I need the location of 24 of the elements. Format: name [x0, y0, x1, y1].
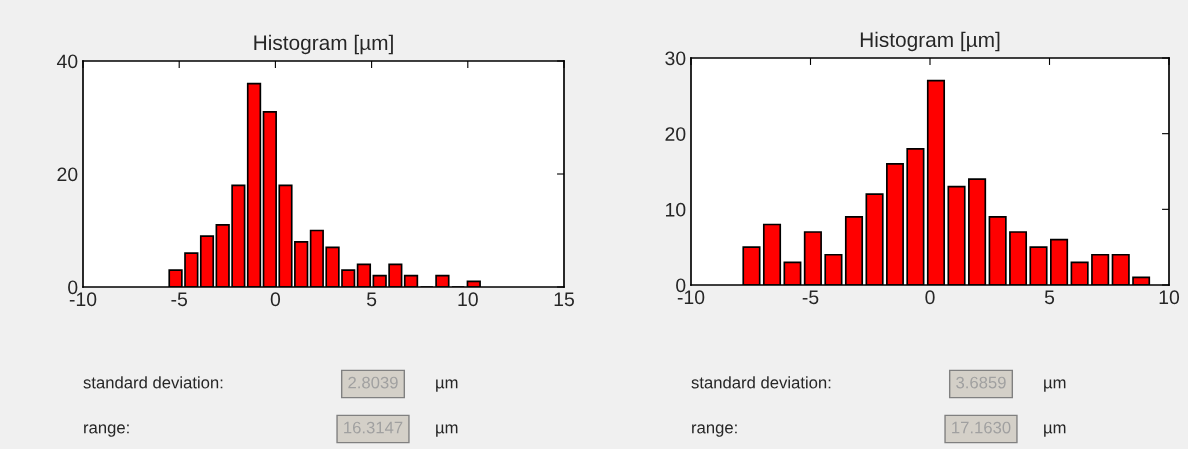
text: µm [436, 424, 458, 437]
text: µm [1044, 424, 1066, 437]
text: µm [1044, 379, 1066, 392]
y-tick-label: 30 [665, 51, 686, 66]
y-tick-label: 20 [57, 167, 78, 182]
x-tick-label: 0 [270, 292, 281, 307]
y-tick-label: 10 [666, 202, 686, 217]
text: range: [692, 424, 737, 437]
x-tick-label: 15 [554, 292, 574, 307]
y-tick-label: 20 [665, 127, 686, 141]
x-tick-label: -5 [171, 292, 188, 307]
chart-title: Histogram [µm] [254, 34, 393, 55]
text: standard deviation: [691, 376, 831, 389]
text: standard deviation: [83, 376, 223, 389]
x-tick-label: 5 [366, 292, 377, 307]
x-tick-label: 10 [458, 292, 478, 307]
x-tick-label: -5 [802, 290, 819, 305]
chart-title: Histogram [µm] [860, 31, 1000, 52]
x-tick-label: 0 [925, 290, 935, 305]
x-tick-label: 5 [1044, 290, 1055, 305]
x-tick-label: 10 [1159, 290, 1180, 305]
text: µm [436, 379, 458, 392]
y-tick-label: 40 [56, 54, 78, 69]
text: range: [84, 424, 129, 437]
